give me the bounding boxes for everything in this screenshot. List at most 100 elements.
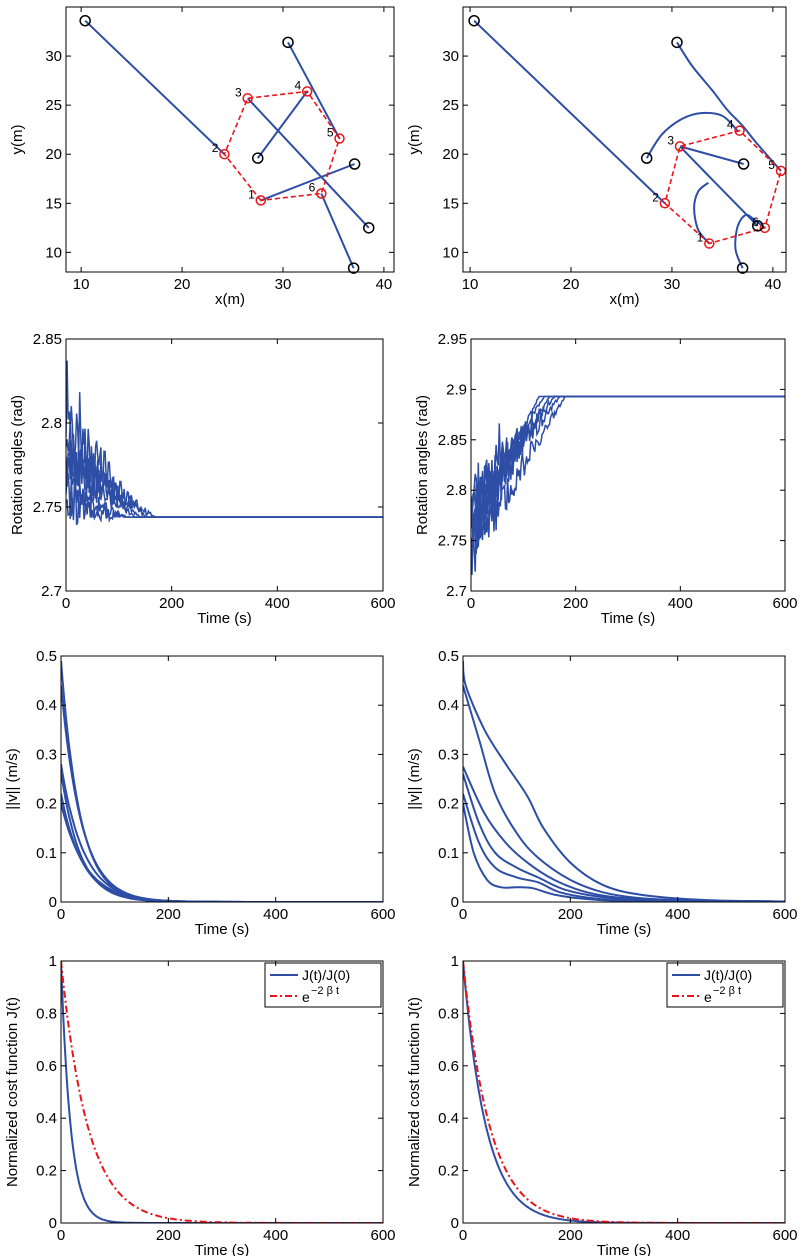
chart-vel-left: 0 200 400 600 0 0.1 0.2 0.3 0.4 0.5 Time (s) ||v|| …	[4, 648, 396, 938]
legend-dash-label: e	[302, 989, 310, 1005]
x-axis-label: Time (s)	[195, 1242, 249, 1256]
y-axis-label: Rotation angles (rad)	[414, 395, 431, 535]
trajectory-line	[320, 193, 355, 269]
trajectory-line	[679, 145, 744, 165]
y-axis-label: Normalized cost function J(t)	[406, 997, 423, 1187]
formation-point	[704, 238, 715, 249]
y-tick-label: 15	[45, 195, 62, 212]
x-axis-label: Time (s)	[597, 1242, 651, 1256]
formation-point	[219, 148, 230, 160]
formation-point	[301, 86, 313, 97]
y-tick-label: 30	[442, 48, 459, 65]
formation-point	[659, 198, 671, 209]
velocity-series	[463, 766, 785, 902]
trajectory-line	[84, 19, 226, 155]
velocity-series	[61, 685, 383, 902]
y-tick-label: 2.85	[33, 331, 62, 348]
chart-traj-left: 1 2 3 4 5 6 10 20 30 40 10 15 20 25 30 x(m) y(m)	[9, 6, 395, 308]
formation-label: 4	[727, 118, 734, 132]
plot-area	[463, 660, 785, 902]
formation-point	[734, 125, 745, 136]
velocity-series	[463, 773, 785, 902]
x-tick-label: 0	[62, 595, 70, 612]
y-tick-label: 0	[451, 1215, 459, 1232]
x-tick-label: 200	[156, 1227, 181, 1244]
start-point	[79, 14, 91, 27]
formation-point	[316, 188, 327, 199]
start-point	[363, 222, 375, 234]
plot-frame	[462, 655, 786, 903]
rotation-series	[66, 476, 383, 526]
formation-label: 4	[295, 78, 302, 92]
y-tick-label: 2.8	[446, 482, 467, 499]
rotation-series	[471, 395, 785, 575]
plot-frame	[65, 6, 395, 273]
y-tick-label: 0.6	[36, 1058, 57, 1075]
formation-point	[674, 141, 686, 152]
formation-label: 5	[768, 158, 775, 172]
plot-area	[471, 395, 785, 575]
trajectory-line	[645, 111, 739, 159]
velocity-series	[61, 803, 383, 902]
x-tick-label: 20	[174, 276, 191, 293]
y-axis-label: ||v|| (m/s)	[4, 748, 21, 809]
y-tick-label: 25	[45, 97, 62, 114]
x-axis-label: Time (s)	[195, 921, 249, 938]
plot-frame	[60, 960, 384, 1224]
start-point	[736, 262, 749, 274]
y-axis-label: Normalized cost function J(t)	[4, 997, 21, 1187]
rotation-series	[471, 395, 785, 565]
start-point	[348, 158, 361, 170]
formation-label: 3	[667, 133, 674, 147]
y-tick-label: 10	[45, 244, 62, 261]
formation-point	[759, 222, 771, 234]
start-point	[640, 152, 653, 164]
velocity-series	[463, 660, 785, 902]
legend-solid-label: J(t)/J(0)	[302, 967, 350, 983]
cost-series	[61, 961, 383, 1223]
y-tick-label: 2.75	[33, 499, 62, 516]
y-tick-label: 2.85	[438, 432, 467, 449]
y-tick-label: 0.4	[36, 1110, 57, 1127]
y-tick-label: 2.9	[446, 381, 467, 398]
x-tick-label: 0	[57, 906, 65, 923]
start-point	[671, 36, 683, 49]
start-point	[252, 152, 264, 164]
y-tick-label: 0	[49, 894, 57, 911]
y-tick-label: 10	[442, 244, 459, 261]
legend-box	[264, 962, 382, 1008]
y-tick-label: 1	[49, 953, 57, 970]
y-tick-label: 0.5	[36, 648, 57, 665]
trajectory-line	[473, 19, 666, 205]
y-tick-label: 0.6	[438, 1058, 459, 1075]
x-tick-label: 400	[263, 906, 288, 923]
formation-point	[334, 133, 345, 144]
x-tick-label: 0	[467, 595, 475, 612]
formation-label: 1	[697, 231, 704, 245]
rotation-series	[471, 395, 785, 528]
trajectory-line	[287, 41, 341, 139]
y-tick-label: 0.4	[438, 697, 459, 714]
x-tick-label: 0	[459, 1227, 467, 1244]
x-tick-label: 400	[665, 906, 690, 923]
y-tick-label: 0.1	[36, 845, 57, 862]
y-tick-label: 20	[442, 146, 459, 163]
x-tick-label: 40	[765, 276, 782, 293]
y-tick-label: 0.8	[36, 1005, 57, 1022]
plot-area	[473, 19, 786, 269]
x-tick-label: 0	[459, 906, 467, 923]
formation-polygon	[223, 90, 341, 202]
x-tick-label: 10	[462, 276, 479, 293]
x-tick-label: 400	[668, 595, 693, 612]
formation-label: 6	[309, 180, 316, 194]
formation-polygon	[664, 129, 782, 245]
x-tick-label: 600	[772, 1227, 797, 1244]
x-tick-label: 400	[665, 1227, 690, 1244]
x-tick-label: 600	[772, 595, 797, 612]
y-tick-label: 0.2	[36, 796, 57, 813]
chart-cost-right: J(t)/J(0) e −2 β t 0 200 400 600 0 0.2 0.4 0.6 0.8 1…	[406, 953, 798, 1256]
y-tick-label: 0.2	[36, 1163, 57, 1180]
y-tick-label: 0.2	[438, 796, 459, 813]
y-tick-label: 15	[442, 195, 459, 212]
